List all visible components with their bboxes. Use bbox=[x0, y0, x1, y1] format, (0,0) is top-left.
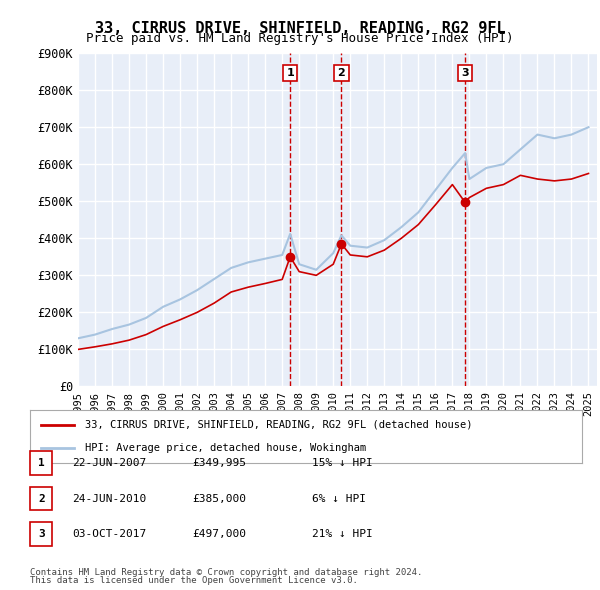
Text: Contains HM Land Registry data © Crown copyright and database right 2024.: Contains HM Land Registry data © Crown c… bbox=[30, 568, 422, 577]
Text: 3: 3 bbox=[38, 529, 45, 539]
Text: 6% ↓ HPI: 6% ↓ HPI bbox=[312, 494, 366, 503]
Text: £349,995: £349,995 bbox=[192, 458, 246, 468]
Text: 21% ↓ HPI: 21% ↓ HPI bbox=[312, 529, 373, 539]
Text: 2: 2 bbox=[338, 68, 345, 78]
Text: 15% ↓ HPI: 15% ↓ HPI bbox=[312, 458, 373, 468]
Text: 03-OCT-2017: 03-OCT-2017 bbox=[72, 529, 146, 539]
Text: £497,000: £497,000 bbox=[192, 529, 246, 539]
Text: 24-JUN-2010: 24-JUN-2010 bbox=[72, 494, 146, 503]
Text: 3: 3 bbox=[461, 68, 469, 78]
Text: £385,000: £385,000 bbox=[192, 494, 246, 503]
Text: This data is licensed under the Open Government Licence v3.0.: This data is licensed under the Open Gov… bbox=[30, 576, 358, 585]
Text: 1: 1 bbox=[286, 68, 294, 78]
Text: HPI: Average price, detached house, Wokingham: HPI: Average price, detached house, Woki… bbox=[85, 443, 367, 453]
Text: 33, CIRRUS DRIVE, SHINFIELD, READING, RG2 9FL: 33, CIRRUS DRIVE, SHINFIELD, READING, RG… bbox=[95, 21, 505, 35]
Text: 2: 2 bbox=[38, 494, 45, 503]
Text: 33, CIRRUS DRIVE, SHINFIELD, READING, RG2 9FL (detached house): 33, CIRRUS DRIVE, SHINFIELD, READING, RG… bbox=[85, 420, 473, 430]
Text: Price paid vs. HM Land Registry's House Price Index (HPI): Price paid vs. HM Land Registry's House … bbox=[86, 32, 514, 45]
Text: 22-JUN-2007: 22-JUN-2007 bbox=[72, 458, 146, 468]
Text: 1: 1 bbox=[38, 458, 45, 468]
